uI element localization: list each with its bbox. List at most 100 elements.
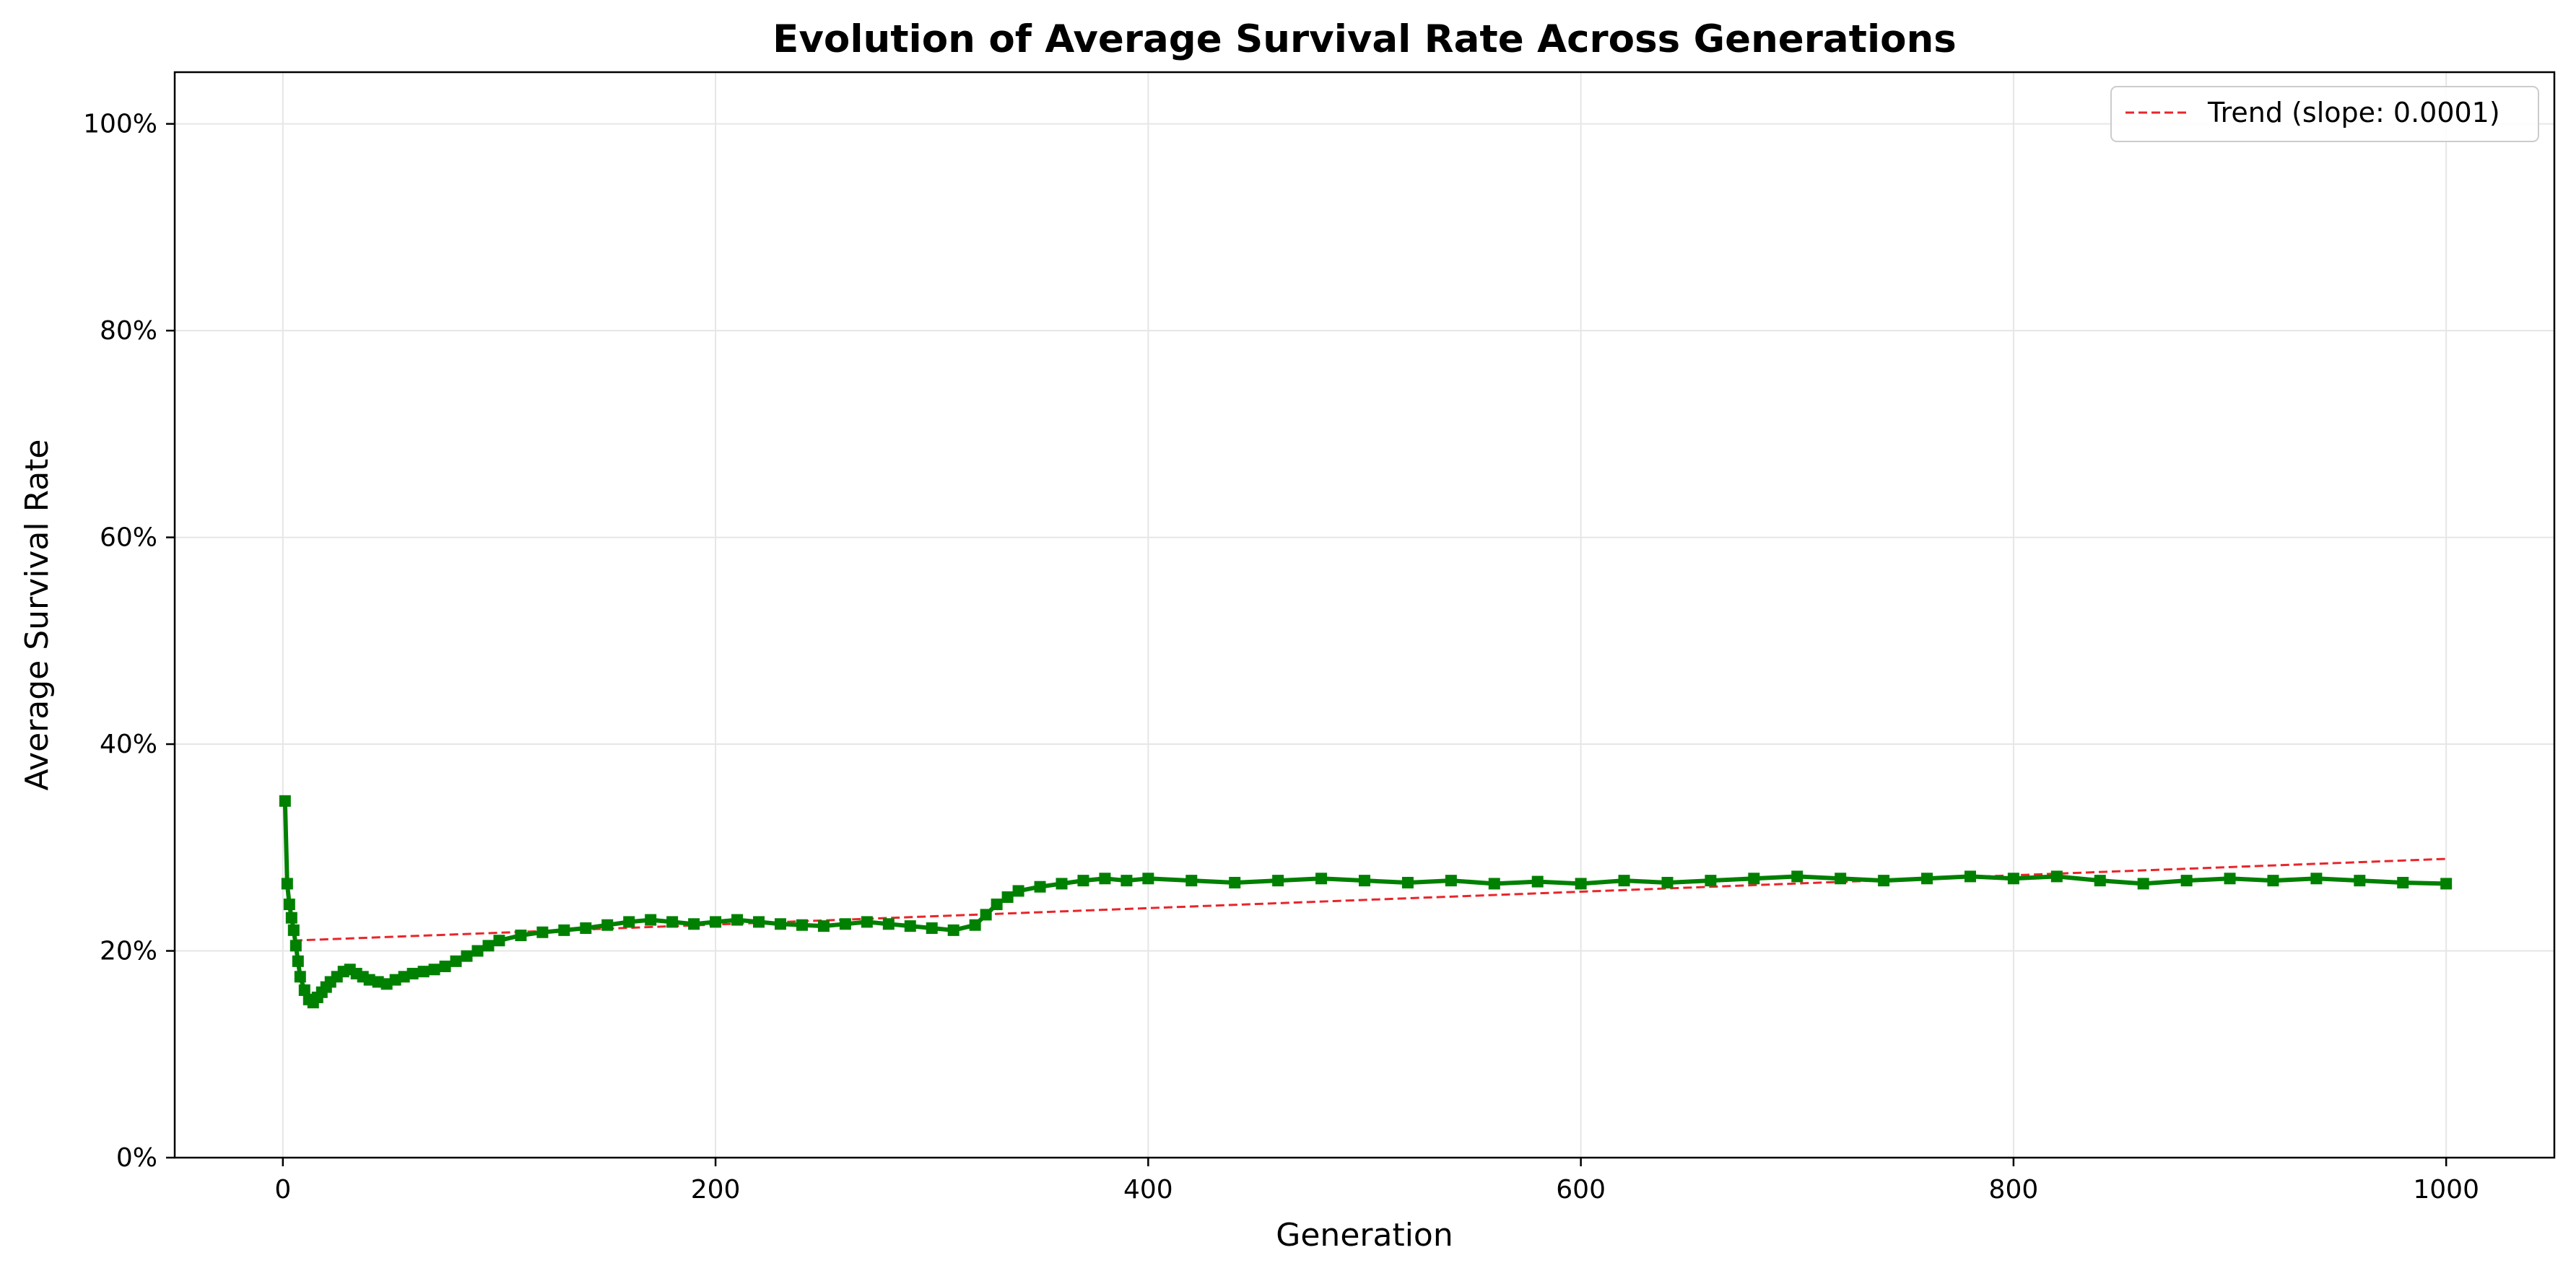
data-point bbox=[1618, 875, 1630, 887]
data-point bbox=[1077, 875, 1089, 887]
data-point bbox=[774, 918, 786, 930]
data-point bbox=[1056, 878, 1068, 890]
x-tick-label: 200 bbox=[691, 1175, 741, 1205]
data-point bbox=[623, 916, 635, 928]
plot-frame bbox=[173, 71, 2556, 1159]
data-point bbox=[1099, 873, 1111, 885]
data-point bbox=[482, 940, 495, 952]
data-point bbox=[796, 919, 808, 931]
data-point bbox=[1531, 875, 1544, 888]
data-point bbox=[969, 919, 981, 931]
data-point bbox=[417, 966, 430, 978]
data-point bbox=[287, 924, 300, 936]
y-tick-label: 40% bbox=[100, 730, 157, 759]
data-point bbox=[1661, 876, 1674, 888]
data-point bbox=[1012, 885, 1024, 897]
data-point bbox=[2267, 875, 2279, 887]
data-point bbox=[817, 920, 830, 932]
data-point bbox=[753, 916, 765, 928]
y-tick-label: 20% bbox=[100, 937, 157, 966]
y-tick-label: 0% bbox=[116, 1143, 157, 1173]
data-point bbox=[471, 945, 484, 957]
data-point bbox=[1185, 875, 1198, 887]
x-tick-label: 400 bbox=[1123, 1175, 1173, 1205]
data-point bbox=[281, 878, 293, 890]
data-point bbox=[2397, 876, 2409, 888]
data-point bbox=[839, 918, 851, 930]
data-point bbox=[2180, 875, 2193, 887]
data-point bbox=[1748, 873, 1760, 885]
x-tick-label: 0 bbox=[274, 1175, 291, 1205]
data-point bbox=[2310, 873, 2323, 885]
data-point bbox=[1835, 873, 1847, 885]
data-point bbox=[298, 984, 310, 996]
data-point bbox=[601, 919, 614, 931]
x-ticks: 0 200 400 600 800 1000 bbox=[274, 1158, 2479, 1205]
y-tick-label: 80% bbox=[100, 316, 157, 346]
data-point bbox=[558, 924, 570, 936]
data-point bbox=[279, 795, 291, 807]
data-point bbox=[1315, 873, 1328, 885]
data-point bbox=[947, 924, 960, 936]
data-point bbox=[1001, 891, 1014, 904]
data-point bbox=[926, 922, 938, 935]
data-point bbox=[283, 899, 295, 911]
data-point bbox=[1359, 875, 1370, 887]
data-point bbox=[2137, 878, 2149, 890]
data-point bbox=[1705, 875, 1717, 887]
data-point bbox=[1142, 873, 1154, 885]
legend-box bbox=[2110, 86, 2539, 142]
y-tick-label: 60% bbox=[100, 523, 157, 553]
data-point bbox=[1964, 870, 1976, 883]
data-point bbox=[290, 940, 302, 952]
trend-line bbox=[293, 857, 2447, 942]
data-point bbox=[904, 920, 916, 932]
data-point bbox=[461, 950, 473, 962]
data-point bbox=[1401, 876, 1414, 888]
data-point bbox=[1488, 878, 1500, 890]
x-axis-label: Generation bbox=[1276, 1217, 1453, 1254]
data-point bbox=[1575, 878, 1587, 890]
data-point bbox=[1229, 876, 1241, 888]
data-point bbox=[493, 935, 505, 947]
legend: Trend (slope: 0.0001) bbox=[2110, 86, 2539, 142]
data-point bbox=[688, 918, 700, 930]
data-point bbox=[645, 914, 657, 926]
trend-layer bbox=[293, 857, 2447, 942]
data-point bbox=[2224, 873, 2236, 885]
data-point bbox=[882, 918, 895, 930]
data-point bbox=[450, 955, 462, 967]
legend-trend-label: Trend (slope: 0.0001) bbox=[2207, 97, 2500, 128]
data-point bbox=[515, 930, 527, 942]
data-point bbox=[731, 914, 744, 926]
data-point bbox=[1445, 875, 1457, 887]
data-point bbox=[285, 912, 297, 924]
data-point bbox=[1034, 880, 1046, 893]
data-point bbox=[2007, 873, 2019, 885]
data-point bbox=[294, 971, 306, 983]
data-point bbox=[1272, 875, 1284, 887]
chart-title: Evolution of Average Survival Rate Acros… bbox=[773, 17, 1957, 61]
data-point bbox=[1921, 873, 1933, 885]
data-point bbox=[710, 916, 722, 928]
grid-layer bbox=[175, 72, 2554, 1158]
data-point bbox=[1791, 870, 1803, 883]
data-point bbox=[861, 916, 873, 928]
data-point bbox=[666, 916, 679, 928]
data-point bbox=[980, 909, 992, 921]
survival-rate-line bbox=[282, 800, 2447, 1005]
y-ticks: 0% 20% 40% 60% 80% 100% bbox=[83, 110, 175, 1173]
y-axis-label: Average Survival Rate bbox=[19, 440, 56, 791]
data-point bbox=[580, 922, 592, 935]
data-point bbox=[2354, 875, 2366, 887]
data-point bbox=[439, 961, 451, 973]
data-point bbox=[1878, 875, 1890, 887]
data-point bbox=[2094, 875, 2106, 887]
x-tick-label: 1000 bbox=[2413, 1175, 2479, 1205]
data-point bbox=[406, 968, 419, 980]
data-point bbox=[292, 955, 304, 967]
data-point bbox=[428, 963, 440, 976]
data-point bbox=[991, 899, 1003, 911]
